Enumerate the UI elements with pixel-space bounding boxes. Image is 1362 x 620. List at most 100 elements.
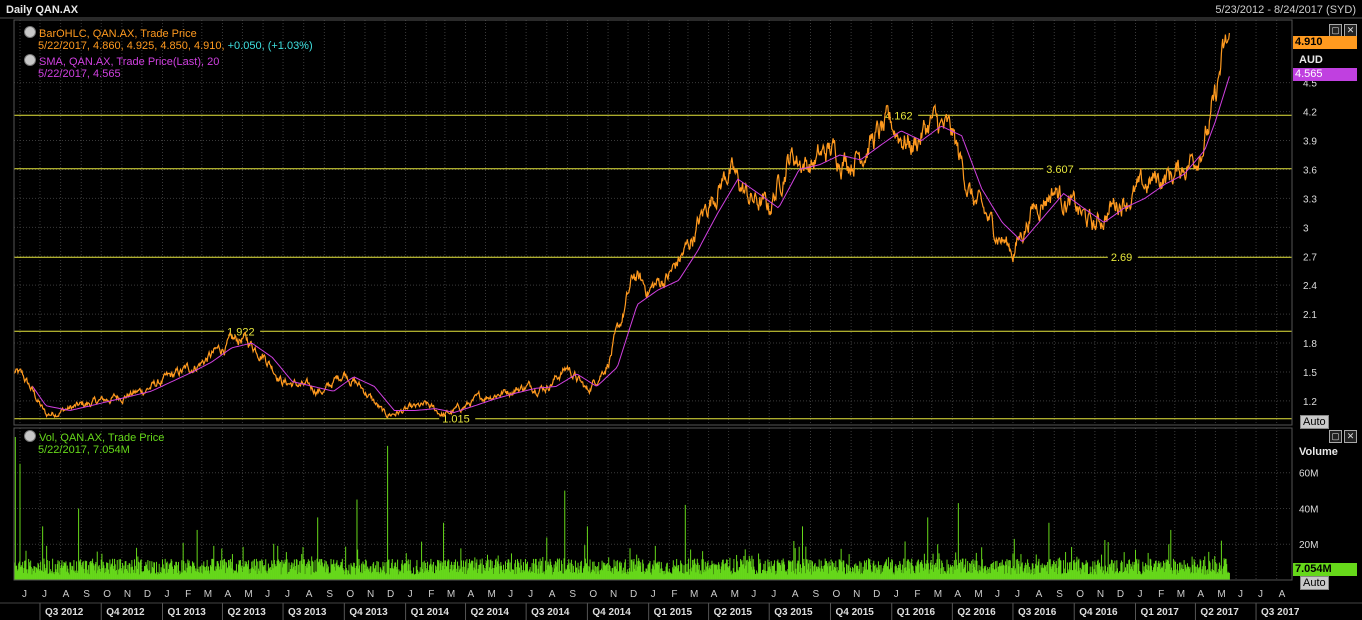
month-tick-label: M — [204, 589, 212, 600]
volume-tick-label: 60M — [1299, 469, 1318, 480]
month-tick-label: N — [1097, 589, 1104, 600]
month-tick-label: A — [792, 589, 799, 600]
clock-icon[interactable] — [24, 54, 36, 66]
sma-legend[interactable]: SMA, QAN.AX, Trade Price(Last), 20 — [24, 54, 219, 68]
month-tick-label: J — [285, 589, 290, 600]
month-tick-label: O — [589, 589, 597, 600]
chart-title: Daily QAN.AX — [6, 4, 79, 16]
month-tick-label: M — [731, 589, 739, 600]
month-tick-label: J — [42, 589, 47, 600]
month-tick-label: D — [873, 589, 880, 600]
clock-icon[interactable] — [24, 430, 36, 442]
quarter-tick-label: Q3 2017 — [1261, 607, 1300, 618]
month-tick-label: J — [22, 589, 27, 600]
month-tick-label: J — [894, 589, 899, 600]
month-tick-label: J — [1238, 589, 1243, 600]
month-tick-label: S — [569, 589, 576, 600]
axes — [0, 17, 1362, 620]
month-tick-label: J — [508, 589, 513, 600]
clock-icon[interactable] — [24, 26, 36, 38]
quarter-tick-label: Q3 2012 — [45, 607, 84, 618]
vol-legend[interactable]: Vol, QAN.AX, Trade Price — [24, 430, 164, 444]
volume-tick-label: 20M — [1299, 540, 1318, 551]
level-label: 1.922 — [227, 326, 255, 338]
level-label-bg — [439, 412, 476, 425]
sma-values: 5/22/2017, 4.565 — [38, 68, 121, 80]
month-tick-label: N — [853, 589, 860, 600]
quarter-tick-label: Q1 2014 — [411, 607, 450, 618]
quarter-tick-label: Q2 2016 — [957, 607, 996, 618]
month-tick-label: F — [914, 589, 920, 600]
quarter-tick-label: Q4 2016 — [1079, 607, 1118, 618]
sma-line — [32, 76, 1230, 414]
month-tick-label: J — [1015, 589, 1020, 600]
quarter-tick-label: Q2 2015 — [714, 607, 753, 618]
quarter-tick-label: Q1 2017 — [1140, 607, 1179, 618]
month-tick-label: S — [326, 589, 333, 600]
close-volume-pane-icon[interactable]: ✕ — [1344, 430, 1357, 443]
month-tick-label: F — [671, 589, 677, 600]
month-tick-label: M — [244, 589, 252, 600]
level-label: 4.162 — [885, 110, 913, 122]
month-tick-label: J — [995, 589, 1000, 600]
month-tick-label: S — [1056, 589, 1063, 600]
month-tick-label: A — [1036, 589, 1043, 600]
grid-lines — [14, 20, 1292, 580]
month-tick-label: A — [63, 589, 70, 600]
level-label-bg — [224, 325, 261, 338]
volume-tag: 7.054M — [1293, 563, 1357, 576]
month-tick-label: A — [549, 589, 556, 600]
level-label: 3.607 — [1046, 164, 1074, 176]
month-tick-label: M — [1177, 589, 1185, 600]
price-auto-scale-button[interactable]: Auto — [1300, 415, 1329, 429]
quarter-tick-label: Q4 2013 — [349, 607, 388, 618]
quarter-tick-label: Q2 2013 — [227, 607, 266, 618]
quarter-tick-label: Q4 2015 — [835, 607, 874, 618]
price-tick-label: 3.6 — [1303, 165, 1317, 176]
quarter-tick-label: Q4 2014 — [592, 607, 631, 618]
sma-series — [32, 76, 1230, 414]
volume-pane-border — [13, 427, 1293, 581]
volume-tick-label: 40M — [1299, 504, 1318, 515]
month-tick-label: D — [387, 589, 394, 600]
quarter-tick-label: Q2 2014 — [471, 607, 510, 618]
volume-bars — [13, 436, 1230, 580]
month-tick-label: A — [711, 589, 718, 600]
quarter-tick-label: Q3 2015 — [774, 607, 813, 618]
level-label: 2.69 — [1111, 252, 1132, 264]
quarter-tick-label: Q2 2017 — [1200, 607, 1239, 618]
price-tick-label: 2.1 — [1303, 310, 1317, 321]
month-tick-label: J — [165, 589, 170, 600]
ohlc-values-text: 5/22/2017, 4.860, 4.925, 4.850, 4.910, — [38, 40, 225, 52]
month-tick-label: M — [1217, 589, 1225, 600]
month-tick-label: J — [265, 589, 270, 600]
month-tick-label: D — [1117, 589, 1124, 600]
ohlc-legend-label: BarOHLC, QAN.AX, Trade Price — [39, 28, 197, 40]
month-tick-label: D — [144, 589, 151, 600]
month-tick-label: J — [771, 589, 776, 600]
ohlc-values: 5/22/2017, 4.860, 4.925, 4.850, 4.910, +… — [38, 40, 313, 52]
month-tick-label: A — [306, 589, 313, 600]
price-tick-label: 3 — [1303, 223, 1309, 234]
sma-legend-label: SMA, QAN.AX, Trade Price(Last), 20 — [39, 56, 220, 68]
last-price-tag: 4.910 — [1293, 36, 1357, 49]
month-tick-label: M — [488, 589, 496, 600]
month-tick-label: A — [468, 589, 475, 600]
price-tick-label: 1.8 — [1303, 339, 1317, 350]
ohlc-legend[interactable]: BarOHLC, QAN.AX, Trade Price — [24, 26, 197, 40]
volume-unit-label: Volume — [1299, 446, 1338, 458]
price-tick-label: 2.4 — [1303, 281, 1317, 292]
volume-auto-scale-button[interactable]: Auto — [1300, 576, 1329, 590]
month-tick-label: O — [832, 589, 840, 600]
sma-price-tag: 4.565 — [1293, 68, 1357, 81]
month-tick-label: N — [610, 589, 617, 600]
month-tick-label: O — [103, 589, 111, 600]
maximize-volume-pane-icon[interactable]: ▢ — [1329, 430, 1342, 443]
level-label-bg — [1107, 251, 1138, 264]
quarter-tick-label: Q1 2015 — [654, 607, 693, 618]
month-tick-label: M — [447, 589, 455, 600]
ohlc-change-text: +0.050, (+1.03%) — [227, 40, 313, 52]
month-tick-label: A — [954, 589, 961, 600]
date-range: 5/23/2012 - 8/24/2017 (SYD) — [1215, 4, 1356, 16]
